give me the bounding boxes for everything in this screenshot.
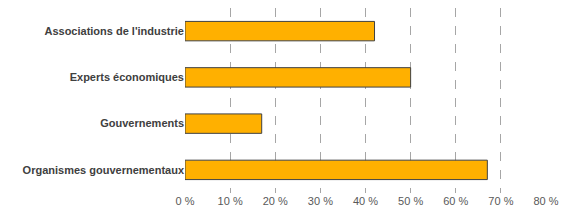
svg-text:30 %: 30 % bbox=[308, 195, 333, 207]
svg-text:40 %: 40 % bbox=[353, 195, 378, 207]
svg-text:Organismes gouvernementaux: Organismes gouvernementaux bbox=[23, 164, 185, 176]
svg-text:10 %: 10 % bbox=[218, 195, 243, 207]
svg-text:Gouvernements: Gouvernements bbox=[100, 117, 184, 129]
svg-text:60 %: 60 % bbox=[443, 195, 468, 207]
svg-text:0 %: 0 % bbox=[176, 195, 195, 207]
svg-text:Associations de l'industrie: Associations de l'industrie bbox=[44, 25, 184, 37]
svg-text:80 %: 80 % bbox=[533, 195, 558, 207]
svg-text:70 %: 70 % bbox=[488, 195, 513, 207]
svg-text:Experts économiques: Experts économiques bbox=[70, 71, 184, 83]
svg-text:20 %: 20 % bbox=[263, 195, 288, 207]
svg-text:50 %: 50 % bbox=[398, 195, 423, 207]
